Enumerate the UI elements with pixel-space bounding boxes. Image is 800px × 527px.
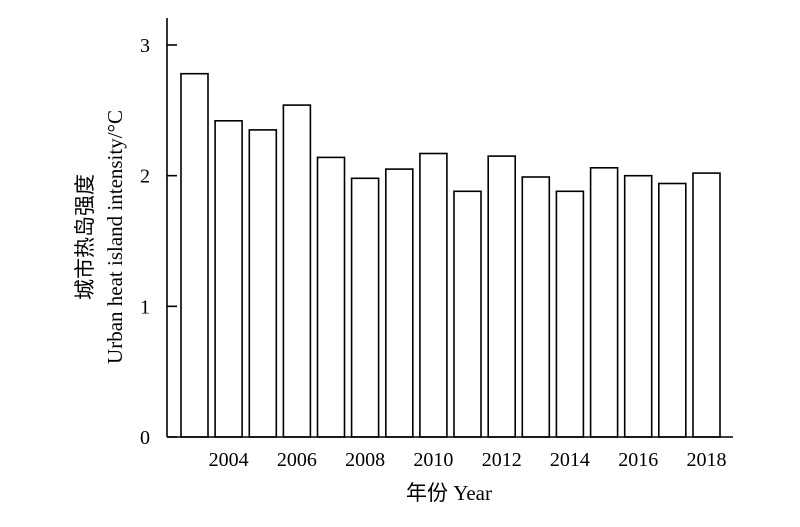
bar-2003: [180, 72, 209, 438]
bar-2009: [384, 168, 414, 438]
bar-2010: [419, 152, 448, 438]
x-axis-title: 年份 Year: [406, 481, 492, 505]
bar-2015: [589, 167, 619, 438]
bar-2004: [214, 120, 243, 438]
bar-2013: [521, 176, 551, 438]
y-ticks-group: 0 1 2 3: [140, 35, 177, 449]
bar-2006: [282, 104, 312, 438]
y-tick-label-0: 0: [140, 427, 150, 449]
x-tick-label-2010: 2010: [413, 449, 453, 471]
bar-2017: [657, 182, 687, 438]
bar-2012: [487, 155, 517, 438]
x-tick-label-2008: 2008: [345, 449, 385, 471]
y-tick-label-3: 3: [140, 35, 150, 57]
y-axis-title-english: Urban heat island intensity/°C: [103, 110, 127, 364]
bar-2011: [453, 190, 482, 438]
y-tick-label-2: 2: [140, 166, 150, 188]
x-ticks-group: 2004 2006 2008 2010 2012 2014 2016 2018: [209, 449, 727, 471]
y-tick-label-1: 1: [140, 296, 150, 318]
x-tick-label-2012: 2012: [482, 449, 522, 471]
y-axis-title-chinese: 城市热岛强度: [73, 174, 97, 300]
bar-2018: [692, 172, 721, 438]
bars-group: [180, 72, 721, 438]
x-tick-label-2018: 2018: [687, 449, 727, 471]
bar-2008: [350, 177, 380, 438]
bar-2005: [248, 129, 278, 438]
bar-2014: [555, 190, 585, 438]
x-tick-label-2006: 2006: [277, 449, 317, 471]
x-tick-label-2016: 2016: [618, 449, 658, 471]
bar-2007: [316, 156, 346, 438]
x-tick-label-2014: 2014: [550, 449, 590, 471]
x-tick-label-2004: 2004: [209, 449, 249, 471]
bar-2016: [623, 174, 653, 438]
